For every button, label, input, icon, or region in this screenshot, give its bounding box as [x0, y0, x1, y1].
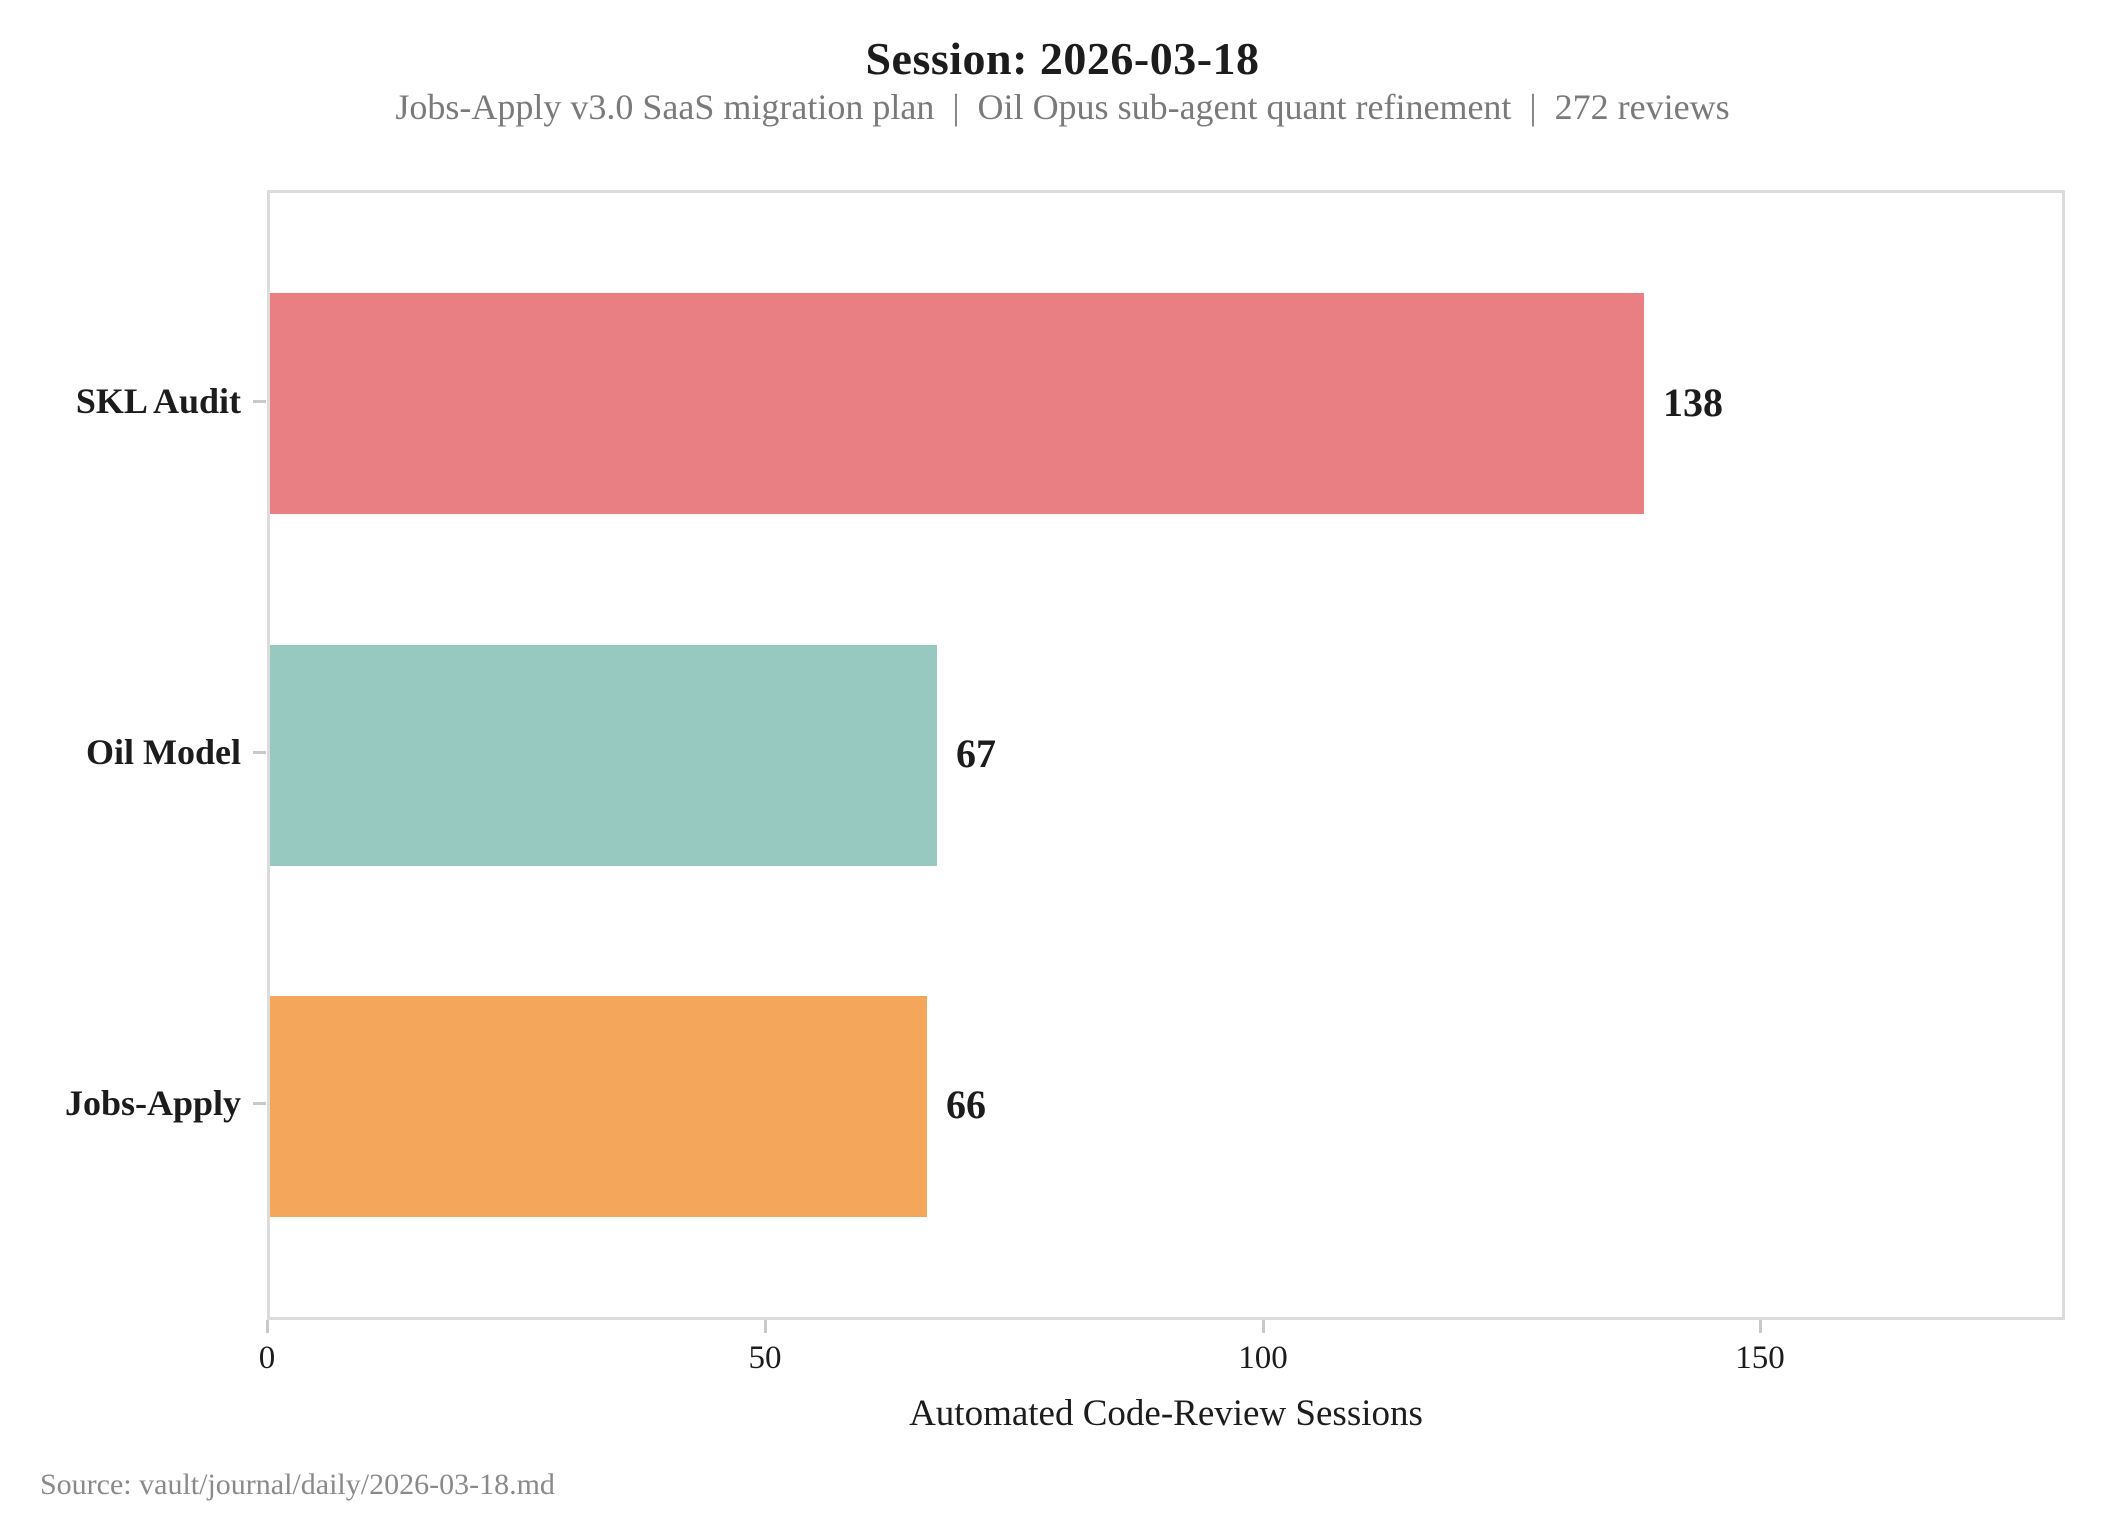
x-tick-mark: [1759, 1320, 1762, 1333]
x-tick-label: 50: [748, 1340, 782, 1376]
bar-value-label: 66: [946, 1082, 986, 1127]
x-tick-mark: [1262, 1320, 1265, 1333]
plot-area: [267, 190, 2065, 1320]
x-tick-mark: [764, 1320, 767, 1333]
x-axis-title: Automated Code-Review Sessions: [909, 1393, 1423, 1434]
y-tick-mark: [253, 751, 266, 754]
bar-value-label: 138: [1663, 380, 1723, 425]
bar-jobs-apply: [270, 996, 927, 1217]
x-tick-label: 0: [258, 1340, 276, 1376]
chart-title: Session: 2026-03-18: [865, 33, 1260, 84]
category-label: Jobs-Apply: [64, 1083, 241, 1123]
bar-oil-model: [270, 645, 937, 866]
source-note: Source: vault/journal/daily/2026-03-18.m…: [40, 1468, 555, 1501]
chart-subtitle: Jobs-Apply v3.0 SaaS migration plan | Oi…: [395, 87, 1730, 127]
y-tick-mark: [253, 400, 266, 403]
category-label: Oil Model: [86, 732, 241, 772]
y-tick-mark: [253, 1102, 266, 1105]
x-tick-label: 100: [1238, 1340, 1288, 1376]
x-tick-label: 150: [1735, 1340, 1785, 1376]
category-label: SKL Audit: [75, 381, 241, 421]
bar-value-label: 67: [956, 731, 996, 776]
bar-skl-audit: [270, 293, 1644, 514]
x-tick-mark: [266, 1320, 269, 1333]
